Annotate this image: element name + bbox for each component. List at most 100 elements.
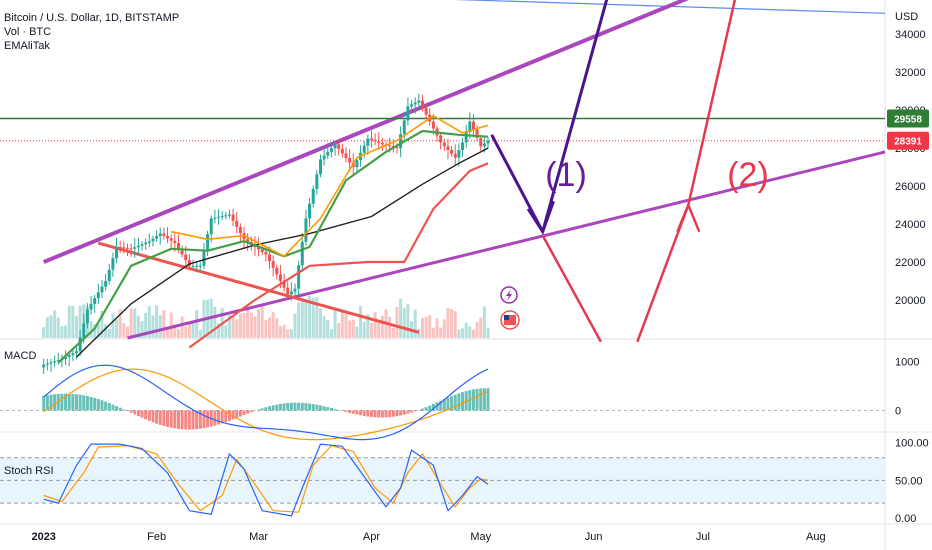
channel-lower-line <box>127 150 886 340</box>
ema-red-line <box>188 162 489 349</box>
red-up-leg-2 <box>687 0 737 206</box>
candle-body <box>264 251 268 255</box>
macd-histogram-bar <box>242 410 246 416</box>
macd-histogram-bar <box>326 407 330 411</box>
macd-signal-line <box>43 368 489 441</box>
macd-pane-label[interactable]: MACD <box>4 350 37 362</box>
volume-bar <box>351 319 355 338</box>
red-down-leg <box>541 234 602 343</box>
candle-body <box>162 233 166 236</box>
candle-body <box>293 288 297 292</box>
macd-histogram-bar <box>158 410 162 425</box>
volume-bar <box>71 306 75 338</box>
volume-bar <box>348 320 352 338</box>
wave-2-label: (2) <box>727 156 769 194</box>
macd-histogram-bar <box>169 410 173 428</box>
candle-body <box>322 155 326 160</box>
volume-bar <box>308 295 312 338</box>
volume-bar <box>195 310 199 338</box>
macd-histogram-bar <box>206 410 210 428</box>
support-price-badge-label: 29558 <box>894 115 922 126</box>
time-tick-label: Mar <box>249 531 268 543</box>
volume-bar <box>162 310 166 338</box>
volume-bar <box>406 303 410 338</box>
candle-body <box>413 102 417 105</box>
candle-body <box>224 215 228 217</box>
ema-black-line <box>76 147 489 358</box>
macd-histogram-bar <box>100 400 104 411</box>
macd-histogram-bar <box>122 409 126 411</box>
macd-histogram-bar <box>140 410 144 418</box>
volume-bar <box>373 312 377 338</box>
candle-body <box>67 355 71 357</box>
stoch-rsi-pane-label[interactable]: Stoch RSI <box>4 465 54 477</box>
price-tick-label: 34000 <box>895 29 926 41</box>
macd-histogram-bar <box>187 410 191 430</box>
candle-body <box>64 356 68 359</box>
chart-legend: Bitcoin / U.S. Dollar, 1D, BITSTAMP Vol … <box>4 11 179 53</box>
macd-histogram-bar <box>388 410 392 418</box>
ema-lines <box>57 115 489 364</box>
volume-bar <box>442 319 446 338</box>
macd-histogram-bar <box>268 406 272 411</box>
volume-bar <box>362 321 366 338</box>
volume-bar <box>213 306 217 338</box>
macd-histogram-bar <box>213 410 217 426</box>
volume-bar <box>125 326 129 338</box>
macd-histogram-bar <box>45 395 49 411</box>
volume-bar <box>253 316 257 338</box>
candle-body <box>286 287 290 295</box>
volume-bar <box>300 300 304 338</box>
candle-body <box>206 234 210 251</box>
macd-histogram-bar <box>420 408 424 411</box>
macd-histogram-bar <box>318 405 322 411</box>
macd-histogram-bar <box>191 410 195 430</box>
candle-body <box>45 363 49 365</box>
macd-histogram-bar <box>93 397 97 411</box>
candle-body <box>457 150 461 158</box>
volume-bar <box>475 321 479 338</box>
candle-body <box>71 353 75 356</box>
macd-histogram-bar <box>162 410 166 426</box>
macd-histogram-bar <box>315 404 319 411</box>
candle-body <box>184 254 188 261</box>
candle-body <box>111 258 115 270</box>
macd-histogram-bar <box>238 410 242 417</box>
volume-bar <box>49 315 53 338</box>
candle-body <box>147 241 151 243</box>
candle-body <box>468 121 472 132</box>
volume-legend[interactable]: Vol · BTC <box>4 26 52 38</box>
macd-histogram-bar <box>144 410 148 420</box>
candle-body <box>155 236 159 239</box>
macd-line <box>43 364 489 441</box>
macd-histogram-bar <box>289 402 293 411</box>
macd-histogram-bar <box>282 403 286 411</box>
volume-bar <box>420 317 424 338</box>
wave-1-label: (1) <box>545 156 587 194</box>
candle-body <box>318 159 322 175</box>
volume-bar <box>42 327 46 338</box>
candle-body <box>471 121 475 130</box>
candle-body <box>453 153 457 158</box>
macd-histogram-bar <box>257 409 261 411</box>
symbol-title[interactable]: Bitcoin / U.S. Dollar, 1D, BITSTAMP <box>4 12 180 24</box>
macd-histogram-bar <box>461 392 465 411</box>
time-tick-label: 2023 <box>31 531 55 543</box>
macd-histogram-bar <box>424 407 428 411</box>
volume-bar <box>176 329 180 338</box>
candle-body <box>198 265 202 267</box>
volume-bar <box>395 306 399 338</box>
macd-histogram-bar <box>278 403 282 411</box>
volume-bar <box>377 321 381 338</box>
volume-bar <box>453 311 457 338</box>
candle-body <box>461 142 465 151</box>
macd-histogram-bar <box>202 410 206 429</box>
down-arrow-1 <box>490 134 545 233</box>
stoch-tick-label: 0.00 <box>895 513 916 525</box>
volume-bar <box>289 329 293 338</box>
time-tick-label: Jun <box>585 531 603 543</box>
us-flag-icon-canton <box>504 315 509 320</box>
volume-bar <box>96 324 100 338</box>
indicator-legend[interactable]: EMAliTak <box>4 40 50 52</box>
